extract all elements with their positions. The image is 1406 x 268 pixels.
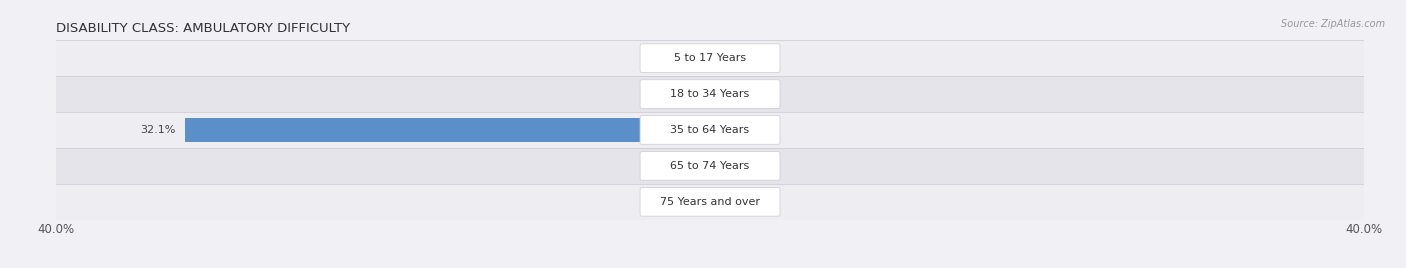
FancyBboxPatch shape [640,116,780,144]
Bar [681,189,710,214]
Text: 0.0%: 0.0% [643,197,671,207]
Bar [56,148,1364,184]
Text: Source: ZipAtlas.com: Source: ZipAtlas.com [1281,19,1385,29]
Bar [710,189,740,214]
Text: 0.0%: 0.0% [643,161,671,171]
Bar [710,82,740,106]
Bar [710,46,740,70]
FancyBboxPatch shape [640,80,780,109]
Bar [56,112,1364,148]
Bar [710,154,740,178]
Text: 35 to 64 Years: 35 to 64 Years [671,125,749,135]
Text: 5 to 17 Years: 5 to 17 Years [673,53,747,63]
Text: 75 Years and over: 75 Years and over [659,197,761,207]
FancyBboxPatch shape [640,151,780,180]
Bar [56,184,1364,220]
Text: 0.0%: 0.0% [643,89,671,99]
Text: DISABILITY CLASS: AMBULATORY DIFFICULTY: DISABILITY CLASS: AMBULATORY DIFFICULTY [56,22,350,35]
Text: 0.0%: 0.0% [749,125,778,135]
FancyBboxPatch shape [640,44,780,73]
Text: 0.0%: 0.0% [749,197,778,207]
Text: 32.1%: 32.1% [141,125,176,135]
Bar [681,46,710,70]
Text: 0.0%: 0.0% [749,53,778,63]
Bar [710,118,740,142]
Bar [56,76,1364,112]
Text: 65 to 74 Years: 65 to 74 Years [671,161,749,171]
Text: 0.0%: 0.0% [643,53,671,63]
Bar [681,82,710,106]
Text: 0.0%: 0.0% [749,161,778,171]
Bar [186,118,710,142]
Text: 18 to 34 Years: 18 to 34 Years [671,89,749,99]
Bar [681,154,710,178]
FancyBboxPatch shape [640,187,780,216]
Bar [56,40,1364,76]
Text: 0.0%: 0.0% [749,89,778,99]
